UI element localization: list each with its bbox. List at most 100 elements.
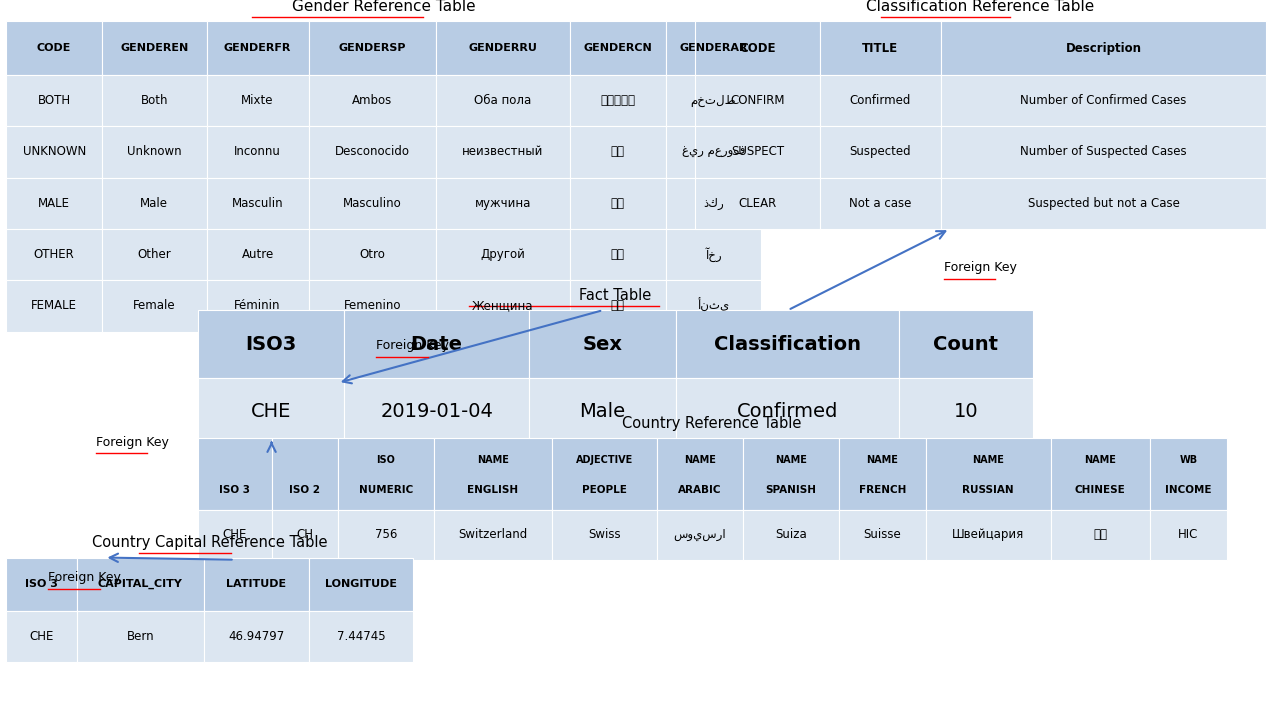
Text: 756: 756 (375, 528, 397, 541)
Bar (76, 611, 204, 662)
Bar (207, 280, 309, 332)
Text: FEMALE: FEMALE (31, 299, 78, 312)
Bar (666, 21, 761, 75)
Text: INCOME: INCOME (1165, 485, 1211, 495)
Bar (676, 310, 899, 378)
Text: ذكر: ذكر (703, 197, 724, 210)
Bar (1150, 438, 1227, 510)
Text: CHE: CHE (29, 630, 54, 643)
Bar (676, 378, 899, 446)
Text: Masculino: Masculino (343, 197, 402, 210)
Bar (695, 126, 820, 178)
Bar (207, 178, 309, 229)
Text: ARABIC: ARABIC (678, 485, 722, 495)
Bar (666, 178, 761, 229)
Text: Otro: Otro (360, 248, 385, 261)
Text: TITLE: TITLE (862, 41, 899, 55)
Text: Suiza: Suiza (775, 528, 807, 541)
Bar (309, 280, 436, 332)
Bar (436, 229, 570, 280)
Bar (309, 558, 413, 611)
Text: Foreign Key: Foreign Key (944, 261, 1016, 274)
Bar (207, 21, 309, 75)
Bar (666, 280, 761, 332)
Bar (198, 438, 272, 510)
Text: HIC: HIC (1178, 528, 1198, 541)
Text: MALE: MALE (38, 197, 70, 210)
Text: 女性: 女性 (611, 299, 625, 312)
Text: Masculin: Masculin (232, 197, 283, 210)
Bar (552, 510, 657, 560)
Text: Suspected but not a Case: Suspected but not a Case (1028, 197, 1179, 210)
Text: آخر: آخر (705, 247, 722, 262)
Text: NAME: NAME (477, 455, 509, 465)
Text: BOTH: BOTH (38, 94, 70, 107)
Bar (436, 178, 570, 229)
Text: 2019-01-04: 2019-01-04 (380, 402, 493, 421)
Text: NAME: NAME (1084, 455, 1117, 465)
Text: ISO 3: ISO 3 (26, 579, 57, 590)
Text: CH: CH (296, 528, 314, 541)
Bar (6, 611, 76, 662)
Text: UNKNOWN: UNKNOWN (23, 145, 85, 158)
Bar (941, 75, 1266, 126)
Text: مختلط: مختلط (691, 94, 736, 107)
Text: NAME: NAME (683, 455, 717, 465)
Text: SUSPECT: SUSPECT (731, 145, 784, 158)
Text: Foreign Key: Foreign Key (48, 571, 121, 584)
Text: Date: Date (411, 334, 463, 354)
Text: CHINESE: CHINESE (1075, 485, 1126, 495)
Bar (529, 378, 676, 446)
Bar (102, 126, 207, 178)
Bar (436, 75, 570, 126)
Bar (570, 229, 666, 280)
Bar (338, 438, 434, 510)
Text: Not a case: Not a case (849, 197, 912, 210)
Text: Inconnu: Inconnu (235, 145, 280, 158)
Bar (941, 178, 1266, 229)
Text: NUMERIC: NUMERIC (358, 485, 413, 495)
Bar (926, 510, 1051, 560)
Text: NAME: NAME (775, 455, 807, 465)
Text: Другой: Другой (481, 248, 525, 261)
Text: FRENCH: FRENCH (858, 485, 907, 495)
Text: мужчина: мужчина (474, 197, 532, 210)
Bar (434, 438, 552, 510)
Bar (6, 280, 102, 332)
Bar (899, 378, 1033, 446)
Text: أنثى: أنثى (697, 299, 729, 313)
Bar (6, 229, 102, 280)
Text: Suspected: Suspected (849, 145, 912, 158)
Text: GENDERAR: GENDERAR (680, 43, 747, 53)
Bar (198, 378, 344, 446)
Text: Confirmed: Confirmed (849, 94, 912, 107)
Text: LONGITUDE: LONGITUDE (325, 579, 397, 590)
Bar (436, 280, 570, 332)
Text: Foreign Key: Foreign Key (376, 339, 449, 352)
Text: Швейцария: Швейцария (952, 528, 1024, 541)
Bar (6, 75, 102, 126)
Bar (102, 178, 207, 229)
Bar (570, 75, 666, 126)
Text: ISO 3: ISO 3 (219, 485, 250, 495)
Bar (1051, 438, 1150, 510)
Text: ENGLISH: ENGLISH (467, 485, 519, 495)
Bar (552, 438, 657, 510)
Text: Bern: Bern (126, 630, 154, 643)
Bar (820, 126, 941, 178)
Bar (338, 510, 434, 560)
Text: SPANISH: SPANISH (765, 485, 816, 495)
Bar (899, 310, 1033, 378)
Bar (743, 510, 839, 560)
Text: Mixte: Mixte (241, 94, 274, 107)
Text: 7.44745: 7.44745 (337, 630, 385, 643)
Text: 男性和女性: 男性和女性 (601, 94, 635, 107)
Text: Fact Table: Fact Table (579, 288, 652, 303)
Text: Оба пола: Оба пола (474, 94, 532, 107)
Bar (743, 438, 839, 510)
Bar (309, 126, 436, 178)
Bar (570, 280, 666, 332)
Bar (926, 438, 1051, 510)
Text: ADJECTIVE: ADJECTIVE (576, 455, 632, 465)
Bar (204, 611, 309, 662)
